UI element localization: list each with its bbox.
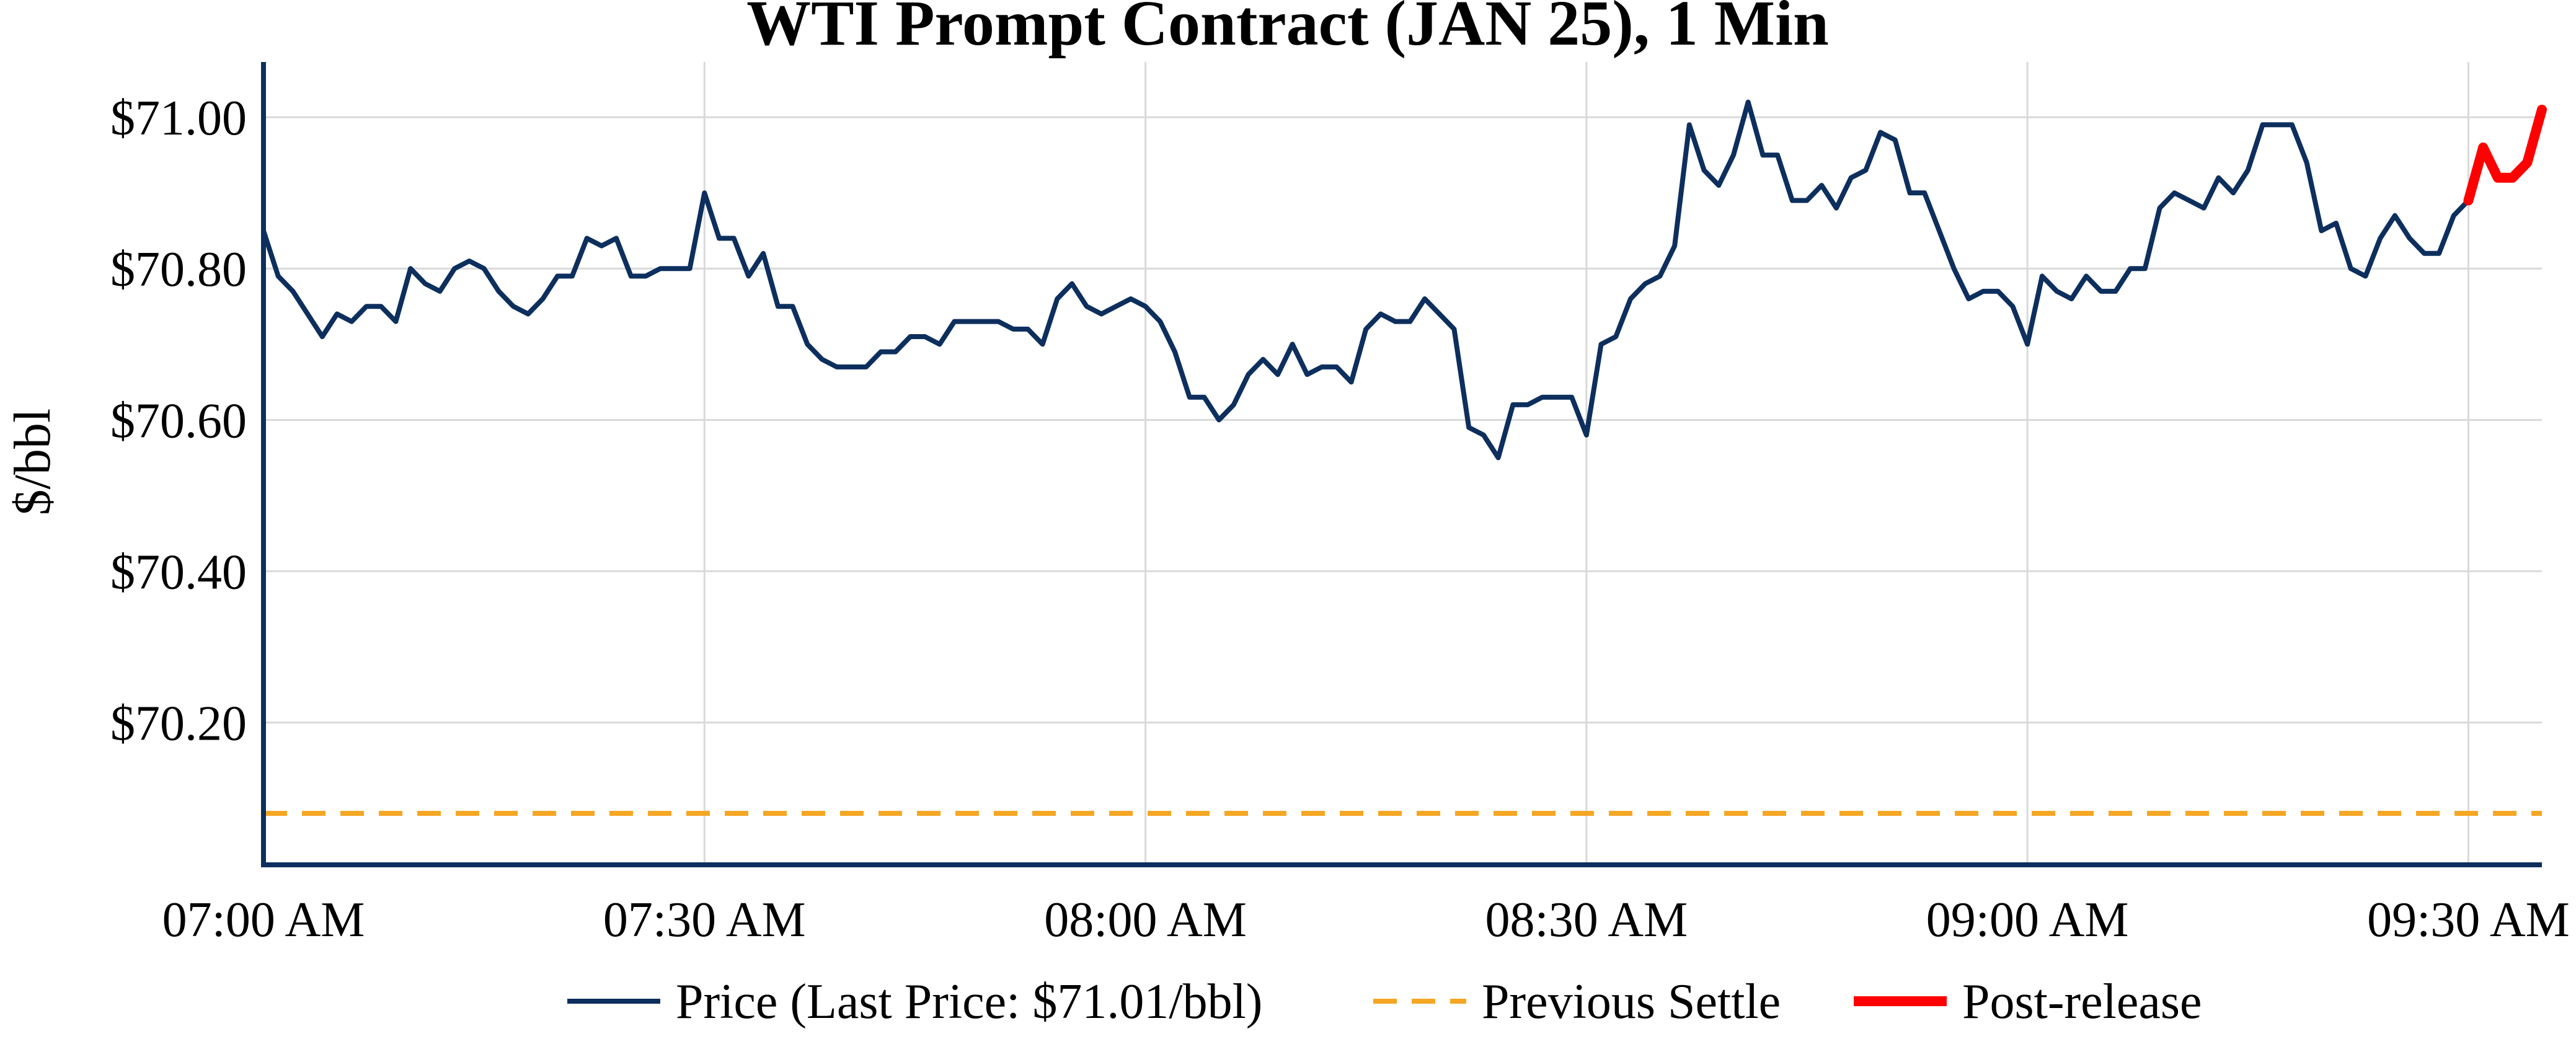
- y-tick-label: $70.20: [110, 697, 247, 751]
- legend: Price (Last Price: $71.01/bbl) Previous S…: [567, 975, 2202, 1029]
- y-axis-label: $/bbl: [4, 409, 61, 516]
- y-tick-label: $71.00: [110, 91, 247, 146]
- legend-previous-settle: Previous Settle: [1373, 975, 1781, 1029]
- legend-price: Price (Last Price: $71.01/bbl): [567, 975, 1262, 1029]
- y-tick-label: $70.40: [110, 545, 247, 599]
- legend-price-label: Price (Last Price: $71.01/bbl): [676, 975, 1262, 1029]
- y-tick-label: $70.60: [110, 394, 247, 448]
- legend-post-release-label: Post-release: [1962, 975, 2202, 1029]
- tick-label-layer: 07:00 AM 07:30 AM 08:00 AM 08:30 AM 09:00 AM…: [110, 91, 2570, 947]
- grid-layer: [262, 62, 2542, 865]
- axis-layer: [261, 62, 2542, 867]
- x-tick-label: 07:30 AM: [603, 893, 806, 947]
- x-tick-label: 08:00 AM: [1044, 893, 1247, 947]
- x-tick-label: 08:30 AM: [1485, 893, 1688, 947]
- x-tick-label: 09:00 AM: [1926, 893, 2129, 947]
- legend-post-release: Post-release: [1854, 975, 2202, 1029]
- legend-previous-settle-label: Previous Settle: [1482, 975, 1781, 1029]
- y-tick-label: $70.80: [110, 242, 247, 297]
- post-release-line: [2463, 104, 2547, 206]
- x-tick-label: 09:30 AM: [2367, 893, 2570, 947]
- x-tick-label: 07:00 AM: [162, 893, 365, 947]
- series-layer: [261, 99, 2547, 816]
- price-line: [261, 99, 2471, 461]
- chart-title: WTI Prompt Contract (JAN 25), 1 Min: [746, 0, 1829, 59]
